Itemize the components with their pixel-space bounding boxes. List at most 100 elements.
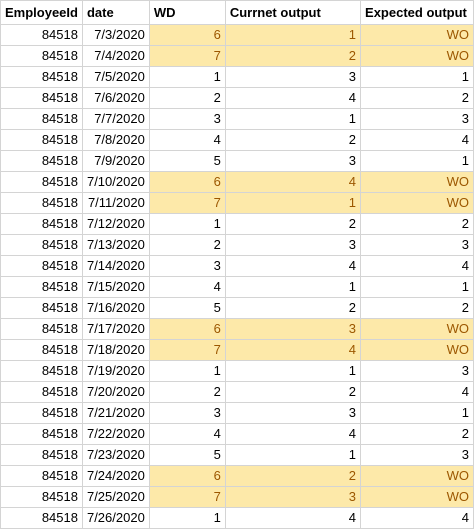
cell-employeeid[interactable]: 84518 [0, 129, 83, 151]
cell-wd[interactable]: 1 [148, 507, 226, 529]
cell-employeeid[interactable]: 84518 [0, 381, 83, 403]
cell-wd[interactable]: 7 [148, 192, 226, 214]
cell-expected-output[interactable]: WO [360, 486, 474, 508]
header-current-output[interactable]: Currnet output [224, 0, 362, 25]
cell-expected-output[interactable]: WO [360, 465, 474, 487]
cell-employeeid[interactable]: 84518 [0, 234, 83, 256]
cell-date[interactable]: 7/19/2020 [81, 360, 150, 382]
cell-wd[interactable]: 6 [148, 24, 226, 46]
cell-current-output[interactable]: 2 [224, 129, 362, 151]
cell-date[interactable]: 7/11/2020 [81, 192, 150, 214]
cell-wd[interactable]: 4 [148, 423, 226, 445]
cell-expected-output[interactable]: 1 [360, 402, 474, 424]
cell-expected-output[interactable]: 1 [360, 150, 474, 172]
cell-wd[interactable]: 5 [148, 444, 226, 466]
cell-expected-output[interactable]: 2 [360, 87, 474, 109]
cell-expected-output[interactable]: WO [360, 24, 474, 46]
cell-date[interactable]: 7/24/2020 [81, 465, 150, 487]
cell-employeeid[interactable]: 84518 [0, 66, 83, 88]
cell-current-output[interactable]: 4 [224, 255, 362, 277]
cell-expected-output[interactable]: 4 [360, 255, 474, 277]
cell-wd[interactable]: 7 [148, 45, 226, 67]
cell-date[interactable]: 7/25/2020 [81, 486, 150, 508]
cell-current-output[interactable]: 1 [224, 108, 362, 130]
cell-employeeid[interactable]: 84518 [0, 465, 83, 487]
cell-date[interactable]: 7/7/2020 [81, 108, 150, 130]
cell-date[interactable]: 7/3/2020 [81, 24, 150, 46]
cell-wd[interactable]: 1 [148, 213, 226, 235]
cell-expected-output[interactable]: 3 [360, 234, 474, 256]
cell-current-output[interactable]: 1 [224, 360, 362, 382]
cell-wd[interactable]: 6 [148, 318, 226, 340]
cell-date[interactable]: 7/12/2020 [81, 213, 150, 235]
cell-wd[interactable]: 1 [148, 360, 226, 382]
cell-current-output[interactable]: 2 [224, 297, 362, 319]
cell-expected-output[interactable]: WO [360, 318, 474, 340]
cell-employeeid[interactable]: 84518 [0, 24, 83, 46]
cell-current-output[interactable]: 1 [224, 192, 362, 214]
cell-expected-output[interactable]: 4 [360, 507, 474, 529]
cell-expected-output[interactable]: 4 [360, 381, 474, 403]
header-wd[interactable]: WD [148, 0, 226, 25]
cell-date[interactable]: 7/18/2020 [81, 339, 150, 361]
cell-expected-output[interactable]: 1 [360, 66, 474, 88]
cell-date[interactable]: 7/10/2020 [81, 171, 150, 193]
header-employeeid[interactable]: EmployeeId [0, 0, 83, 25]
cell-current-output[interactable]: 4 [224, 171, 362, 193]
cell-date[interactable]: 7/20/2020 [81, 381, 150, 403]
cell-employeeid[interactable]: 84518 [0, 318, 83, 340]
cell-current-output[interactable]: 1 [224, 276, 362, 298]
cell-current-output[interactable]: 3 [224, 402, 362, 424]
cell-current-output[interactable]: 3 [224, 234, 362, 256]
cell-expected-output[interactable]: 2 [360, 297, 474, 319]
cell-date[interactable]: 7/5/2020 [81, 66, 150, 88]
header-expected-output[interactable]: Expected output [360, 0, 474, 25]
cell-wd[interactable]: 6 [148, 171, 226, 193]
cell-employeeid[interactable]: 84518 [0, 45, 83, 67]
cell-employeeid[interactable]: 84518 [0, 297, 83, 319]
cell-current-output[interactable]: 4 [224, 339, 362, 361]
cell-wd[interactable]: 2 [148, 87, 226, 109]
cell-current-output[interactable]: 4 [224, 507, 362, 529]
cell-expected-output[interactable]: WO [360, 45, 474, 67]
cell-date[interactable]: 7/21/2020 [81, 402, 150, 424]
cell-employeeid[interactable]: 84518 [0, 507, 83, 529]
cell-expected-output[interactable]: 3 [360, 360, 474, 382]
cell-current-output[interactable]: 3 [224, 66, 362, 88]
cell-date[interactable]: 7/26/2020 [81, 507, 150, 529]
cell-current-output[interactable]: 1 [224, 444, 362, 466]
cell-wd[interactable]: 3 [148, 108, 226, 130]
cell-wd[interactable]: 5 [148, 297, 226, 319]
cell-wd[interactable]: 6 [148, 465, 226, 487]
cell-expected-output[interactable]: WO [360, 192, 474, 214]
cell-current-output[interactable]: 2 [224, 45, 362, 67]
cell-expected-output[interactable]: WO [360, 171, 474, 193]
cell-wd[interactable]: 4 [148, 129, 226, 151]
cell-wd[interactable]: 4 [148, 276, 226, 298]
cell-expected-output[interactable]: WO [360, 339, 474, 361]
cell-employeeid[interactable]: 84518 [0, 339, 83, 361]
cell-employeeid[interactable]: 84518 [0, 276, 83, 298]
cell-date[interactable]: 7/16/2020 [81, 297, 150, 319]
cell-employeeid[interactable]: 84518 [0, 171, 83, 193]
cell-wd[interactable]: 1 [148, 66, 226, 88]
cell-expected-output[interactable]: 3 [360, 108, 474, 130]
cell-employeeid[interactable]: 84518 [0, 486, 83, 508]
cell-current-output[interactable]: 2 [224, 465, 362, 487]
cell-employeeid[interactable]: 84518 [0, 108, 83, 130]
cell-employeeid[interactable]: 84518 [0, 255, 83, 277]
cell-expected-output[interactable]: 1 [360, 276, 474, 298]
cell-wd[interactable]: 2 [148, 381, 226, 403]
cell-expected-output[interactable]: 2 [360, 213, 474, 235]
cell-employeeid[interactable]: 84518 [0, 213, 83, 235]
cell-date[interactable]: 7/14/2020 [81, 255, 150, 277]
cell-current-output[interactable]: 2 [224, 213, 362, 235]
cell-wd[interactable]: 7 [148, 486, 226, 508]
cell-date[interactable]: 7/13/2020 [81, 234, 150, 256]
cell-wd[interactable]: 5 [148, 150, 226, 172]
cell-date[interactable]: 7/6/2020 [81, 87, 150, 109]
cell-date[interactable]: 7/22/2020 [81, 423, 150, 445]
cell-date[interactable]: 7/23/2020 [81, 444, 150, 466]
cell-expected-output[interactable]: 2 [360, 423, 474, 445]
cell-employeeid[interactable]: 84518 [0, 87, 83, 109]
